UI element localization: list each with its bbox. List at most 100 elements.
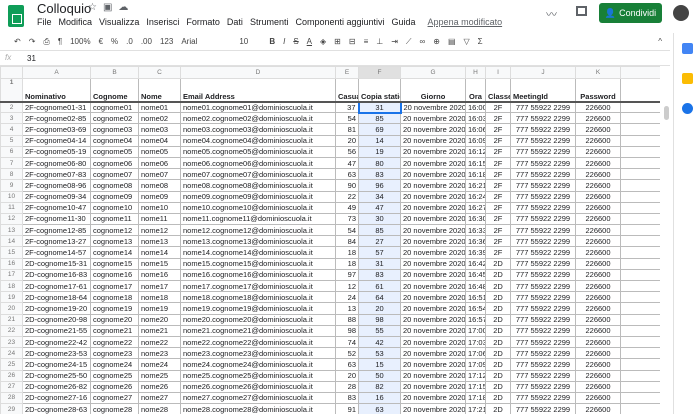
cell[interactable]: 2D: [485, 268, 511, 282]
cell[interactable]: 20 novembre 2020: [400, 201, 466, 214]
italic-button[interactable]: I: [283, 37, 286, 46]
last-edit-link[interactable]: Appena modificato: [427, 17, 503, 27]
cell[interactable]: 73: [335, 212, 359, 226]
cell[interactable]: 2F-cognome04-14: [22, 134, 91, 147]
header-cell[interactable]: MeetingId: [510, 78, 576, 103]
cell[interactable]: cognome01: [90, 100, 139, 114]
cell[interactable]: 777 55922 2299: [510, 358, 576, 371]
cell[interactable]: 777 55922 2299: [510, 369, 576, 382]
cell[interactable]: 226600: [575, 380, 621, 393]
row-header[interactable]: 5: [0, 134, 23, 147]
cell[interactable]: 2D: [485, 403, 511, 414]
cell[interactable]: nome05: [138, 145, 181, 158]
cell[interactable]: cognome25: [90, 369, 139, 382]
cell[interactable]: nome07: [138, 168, 181, 181]
cell[interactable]: 16:39: [465, 246, 486, 259]
cell[interactable]: 777 55922 2299: [510, 179, 576, 192]
cell[interactable]: nome05.cognome05@dominioscuola.it: [180, 145, 336, 158]
cell[interactable]: [620, 123, 660, 136]
collapse-icon[interactable]: ^: [658, 37, 662, 46]
cell[interactable]: nome13: [138, 235, 181, 248]
cell[interactable]: cognome09: [90, 190, 139, 203]
cell[interactable]: 2F: [485, 123, 511, 136]
cell[interactable]: 777 55922 2299: [510, 279, 576, 293]
cell[interactable]: cognome04: [90, 134, 139, 147]
row-header[interactable]: 11: [0, 201, 23, 214]
align-icon[interactable]: ≡: [363, 37, 369, 46]
cell[interactable]: cognome26: [90, 380, 139, 393]
font-size-select[interactable]: 10: [239, 37, 249, 46]
cell[interactable]: 2F-cognome05-19: [22, 145, 91, 158]
cell[interactable]: 226600: [575, 403, 621, 414]
cell[interactable]: 47: [335, 156, 359, 170]
cell[interactable]: 54: [335, 224, 359, 237]
cell[interactable]: 16:54: [465, 302, 486, 315]
cell[interactable]: 16:09: [465, 134, 486, 147]
cell[interactable]: nome15: [138, 257, 181, 270]
cell[interactable]: 777 55922 2299: [510, 335, 576, 349]
row-header[interactable]: 24: [0, 347, 23, 360]
cell[interactable]: cognome17: [90, 279, 139, 293]
cell[interactable]: 53: [358, 347, 401, 360]
cell[interactable]: 27: [358, 235, 401, 248]
cell[interactable]: 226600: [575, 224, 621, 237]
cell[interactable]: 2F: [485, 201, 511, 214]
cell[interactable]: [620, 335, 660, 349]
cell[interactable]: [620, 313, 660, 326]
cell[interactable]: 226600: [575, 313, 621, 326]
row-header[interactable]: 1: [0, 78, 23, 103]
cell[interactable]: cognome20: [90, 313, 139, 326]
cell[interactable]: cognome11: [90, 212, 139, 226]
cell[interactable]: 2F: [485, 179, 511, 192]
cell[interactable]: 20 novembre 2020: [400, 257, 466, 270]
paint-format-icon[interactable]: ¶: [57, 37, 63, 46]
cell[interactable]: 777 55922 2299: [510, 268, 576, 282]
cell[interactable]: nome14: [138, 246, 181, 259]
cell[interactable]: 20 novembre 2020: [400, 156, 466, 170]
cell[interactable]: nome13.cognome13@dominioscuola.it: [180, 235, 336, 248]
cell[interactable]: 777 55922 2299: [510, 201, 576, 214]
row-header[interactable]: 17: [0, 268, 23, 282]
cell[interactable]: 20: [335, 369, 359, 382]
cell[interactable]: 2D: [485, 313, 511, 326]
cell[interactable]: nome17.cognome17@dominioscuola.it: [180, 279, 336, 293]
cell[interactable]: nome01: [138, 100, 181, 114]
cell[interactable]: 20 novembre 2020: [400, 279, 466, 293]
cell[interactable]: 2F: [485, 235, 511, 248]
cell[interactable]: 16:33: [465, 224, 486, 237]
cell[interactable]: cognome15: [90, 257, 139, 270]
cell[interactable]: 91: [335, 403, 359, 414]
row-header[interactable]: 7: [0, 156, 23, 170]
header-cell[interactable]: Copia statica: [358, 78, 401, 103]
cell[interactable]: 54: [335, 112, 359, 125]
cell[interactable]: 2F: [485, 112, 511, 125]
cell[interactable]: 20 novembre 2020: [400, 302, 466, 315]
cell[interactable]: 15: [358, 358, 401, 371]
header-cell[interactable]: Email Address: [180, 78, 336, 103]
header-cell[interactable]: Nominativo: [22, 78, 91, 103]
bold-button[interactable]: B: [269, 37, 276, 46]
cell[interactable]: 2D-cognome25-50: [22, 369, 91, 382]
cell[interactable]: cognome21: [90, 324, 139, 337]
row-header[interactable]: 28: [0, 391, 23, 405]
cell[interactable]: 20 novembre 2020: [400, 112, 466, 125]
cell[interactable]: 2D-cognome21-55: [22, 324, 91, 337]
cell[interactable]: 16:03: [465, 112, 486, 125]
cell[interactable]: cognome08: [90, 179, 139, 192]
cell[interactable]: cognome02: [90, 112, 139, 125]
tasks-icon[interactable]: [682, 103, 693, 114]
cell[interactable]: nome04.cognome04@dominioscuola.it: [180, 134, 336, 147]
menu-formato[interactable]: Formato: [186, 17, 220, 27]
cell[interactable]: nome12: [138, 224, 181, 237]
cell[interactable]: 226600: [575, 335, 621, 349]
cell[interactable]: 82: [358, 380, 401, 393]
number-format-button[interactable]: 123: [159, 37, 174, 46]
cell[interactable]: 20 novembre 2020: [400, 403, 466, 414]
cell[interactable]: 63: [335, 358, 359, 371]
cell[interactable]: 226600: [575, 112, 621, 125]
spreadsheet-grid[interactable]: A B C D E F G H I J K 1 Nominativo Cognome Nome Email A…: [0, 66, 660, 414]
sheets-logo-icon[interactable]: [8, 5, 24, 27]
cell[interactable]: 777 55922 2299: [510, 145, 576, 158]
cell[interactable]: 83: [335, 391, 359, 405]
row-header[interactable]: 27: [0, 380, 23, 393]
